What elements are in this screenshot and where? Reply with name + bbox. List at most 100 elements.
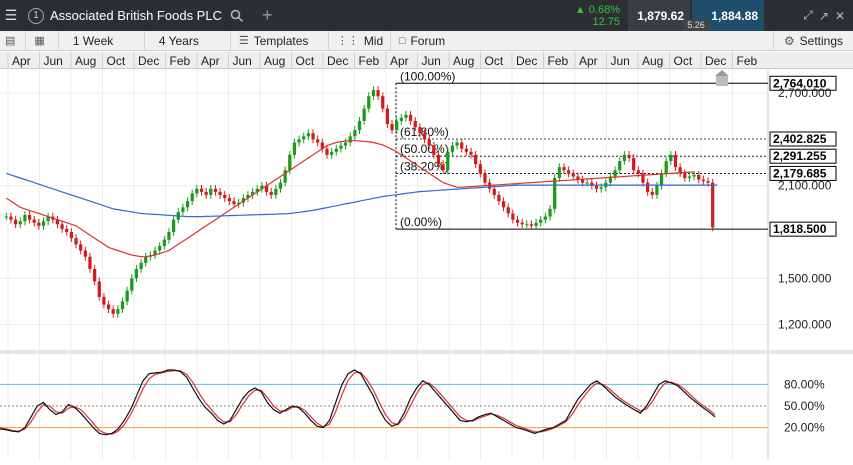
ask-price: 1,884.88 xyxy=(711,8,758,23)
time-tick-label: Dec xyxy=(516,54,537,68)
expand-icon[interactable]: ⤢ xyxy=(803,8,813,22)
candle-body xyxy=(669,154,673,162)
price-type-selector[interactable]: ⋮⋮ Mid xyxy=(329,30,391,51)
candle-body xyxy=(706,181,710,183)
stochastic-d-line xyxy=(0,370,716,435)
fib-price-tag-text: 2,179.685 xyxy=(773,166,827,180)
top-bar: ☰ 1 Associated British Foods PLC + ▲ 0.6… xyxy=(0,0,853,31)
candle-body xyxy=(237,202,241,205)
bid-button[interactable]: 1,879.62 xyxy=(628,0,690,31)
candle-body xyxy=(302,136,306,140)
candle-body xyxy=(618,161,622,171)
candle-body xyxy=(32,219,36,223)
candle-body xyxy=(408,114,413,121)
close-icon[interactable]: ✕ xyxy=(834,8,845,23)
list-view-button[interactable]: ▤ xyxy=(0,30,27,51)
fib-price-tag-text: 2,764.010 xyxy=(773,76,827,90)
candle-body xyxy=(241,198,245,203)
candle-body xyxy=(41,221,46,226)
range-selector[interactable]: 4 Years xyxy=(145,30,231,51)
candle-body xyxy=(353,130,357,137)
candle-body xyxy=(116,309,120,314)
change-abs: 12.75 xyxy=(592,15,620,28)
candle-body xyxy=(204,191,208,195)
time-tick-label: Aug xyxy=(75,54,96,68)
price-type-label: Mid xyxy=(363,33,384,48)
settings-label: Settings xyxy=(799,33,843,48)
time-axis-svg: Apr Jun Aug Oct Dec Feb Apr Jun Aug Oct Dec Feb Apr J… xyxy=(7,52,758,69)
candle-body xyxy=(697,174,701,180)
fib-price-tag xyxy=(769,131,837,147)
grid-view-button[interactable]: ▦ xyxy=(26,30,59,51)
fib-price-tag-text: 2,291.255 xyxy=(773,149,827,163)
candle-body xyxy=(97,281,101,297)
candle-body xyxy=(441,164,445,171)
candle-body xyxy=(316,139,320,143)
popout-icon[interactable]: ↗ xyxy=(818,8,829,23)
candle-body xyxy=(13,219,18,225)
instrument-tab[interactable]: 1 Associated British Foods PLC + xyxy=(22,0,278,31)
time-tick-label: Aug xyxy=(264,54,285,68)
candle-body xyxy=(144,256,148,263)
candle-body xyxy=(9,216,13,220)
menu-icon[interactable]: ☰ xyxy=(4,7,18,23)
time-tick-label: Feb xyxy=(548,54,569,68)
candle-body xyxy=(311,133,315,140)
time-tick-label: Apr xyxy=(390,54,409,68)
candle-body xyxy=(162,239,166,246)
candle-body xyxy=(594,185,599,189)
candle-body xyxy=(125,290,129,302)
candle-body xyxy=(218,191,222,195)
time-tick-label: Feb xyxy=(359,54,380,68)
candle-body xyxy=(580,179,585,183)
candle-body xyxy=(413,120,417,128)
gear-icon: ⚙ xyxy=(783,33,795,48)
candle-body xyxy=(55,219,60,225)
add-tab-icon[interactable]: + xyxy=(261,5,273,25)
fib-price-tag xyxy=(769,148,837,164)
candle-body xyxy=(362,108,366,121)
forum-button[interactable]: □ Forum xyxy=(391,31,463,51)
candle-body xyxy=(92,269,97,282)
candle-body xyxy=(367,96,371,109)
candle-body xyxy=(460,142,464,149)
search-icon[interactable] xyxy=(230,9,244,23)
candle-body xyxy=(520,222,524,225)
spread-badge: 5.26 xyxy=(683,20,709,31)
period-selector[interactable]: 1 Week xyxy=(59,30,145,51)
candle-body xyxy=(501,201,506,208)
candle-body xyxy=(557,167,561,178)
candle-body xyxy=(632,157,636,171)
time-tick-label: Oct xyxy=(674,54,693,68)
candle-body xyxy=(60,224,64,229)
candle-body xyxy=(613,170,617,177)
candle-body xyxy=(469,151,473,155)
price-tick-label: 2,700.000 xyxy=(778,86,832,100)
forum-label: Forum xyxy=(410,33,446,48)
candle-body xyxy=(525,224,529,226)
candle-body xyxy=(483,173,487,183)
candle-body xyxy=(385,108,390,124)
candle-body xyxy=(74,238,78,245)
grid-icon: ▦ xyxy=(34,35,45,47)
time-tick-label: Dec xyxy=(138,54,159,68)
candle-body xyxy=(571,173,575,177)
templates-button[interactable]: ☰ Templates xyxy=(231,30,329,51)
candle-body xyxy=(357,120,362,131)
fib-price-tag-text: 2,402.825 xyxy=(773,132,827,146)
price-chart[interactable]: (100.00%) 2,764.010 (61.80%) 2,402.825 (50.0… xyxy=(0,69,853,460)
candle-body xyxy=(88,256,92,270)
settings-button[interactable]: ⚙ Settings xyxy=(772,30,853,51)
candle-body xyxy=(269,191,273,195)
chat-icon: □ xyxy=(398,34,406,47)
candle-body xyxy=(306,133,311,137)
pane-separator xyxy=(0,350,853,354)
candle-body xyxy=(139,262,143,270)
candle-body xyxy=(515,219,520,223)
candle-body xyxy=(455,142,459,146)
candle-body xyxy=(543,216,548,220)
candle-body xyxy=(79,244,83,251)
candle-body xyxy=(329,151,334,155)
candle-body xyxy=(297,139,301,143)
candle-body xyxy=(4,216,8,218)
